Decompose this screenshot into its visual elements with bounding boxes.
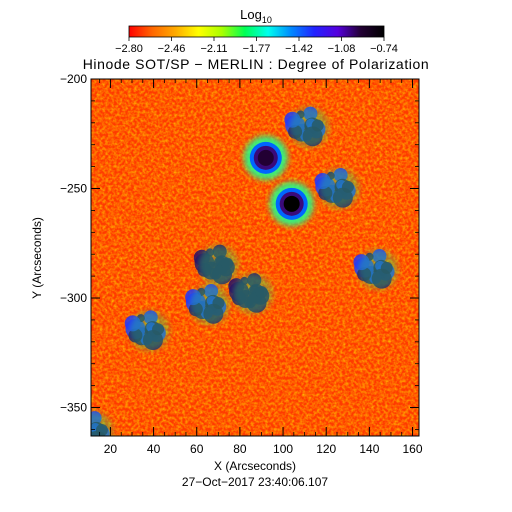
colorbar-tick-label: −2.46 <box>158 43 186 55</box>
x-axis: 20 40 60 80 100 120 140 160 <box>99 79 423 456</box>
polarization-patch <box>185 284 230 325</box>
polarization-patch <box>91 411 114 436</box>
polarization-patch <box>353 248 398 290</box>
x-tick-label: 80 <box>233 442 247 456</box>
y-tick-label: −300 <box>60 291 87 305</box>
y-tick-label: −350 <box>60 401 87 415</box>
polarization-patch <box>284 106 329 148</box>
polarization-spot <box>243 135 288 180</box>
chart-title: Hinode SOT/SP − MERLIN : Degree of Polar… <box>83 56 430 72</box>
polarization-patch <box>124 310 170 351</box>
y-axis-label: Y (Arcseconds) <box>30 217 44 299</box>
polarization-spot <box>269 181 314 226</box>
y-axis: −200 −250 −300 −350 <box>60 72 419 430</box>
polarization-patch <box>228 273 273 314</box>
x-tick-label: 140 <box>359 442 379 456</box>
colorbar-label: Log10 <box>240 7 272 25</box>
plot-frame <box>90 78 420 437</box>
x-tick-label: 40 <box>147 442 161 456</box>
x-axis-label: X (Arcseconds) <box>214 459 296 473</box>
colorbar-tick-label: −1.42 <box>285 43 313 55</box>
colorbar: Log10 −2.80 −2.46 −2.11 −1.77 −1.42 −1.08 −0.7… <box>115 7 398 55</box>
colorbar-tick-label: −2.80 <box>115 43 143 55</box>
colorbar-tick-label: −1.08 <box>328 43 356 55</box>
x-tick-label: 60 <box>190 442 204 456</box>
x-tick-label: 120 <box>316 442 336 456</box>
x-tick-label: 160 <box>403 442 423 456</box>
heatmap-area <box>90 78 420 437</box>
polarization-patch <box>314 167 360 209</box>
colorbar-gradient <box>128 25 385 38</box>
timestamp: 27−Oct−2017 23:40:06.107 <box>182 475 328 489</box>
y-tick-label: −250 <box>60 182 87 196</box>
y-tick-label: −200 <box>60 72 87 86</box>
x-tick-label: 100 <box>273 442 293 456</box>
polarization-patch <box>193 244 239 286</box>
colorbar-tick-label: −0.74 <box>370 43 398 55</box>
colorbar-tick-label: −2.11 <box>200 43 227 55</box>
colorbar-tick-label: −1.77 <box>243 43 271 55</box>
x-tick-label: 20 <box>104 442 118 456</box>
